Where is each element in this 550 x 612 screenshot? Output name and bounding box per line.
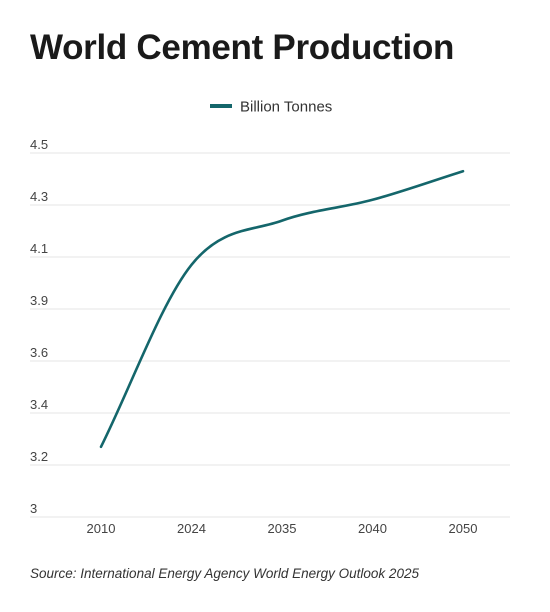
y-tick-label: 3 <box>30 501 37 516</box>
y-tick-label: 3.9 <box>30 293 48 308</box>
y-tick-label: 4.3 <box>30 189 48 204</box>
y-tick-label: 3.2 <box>30 449 48 464</box>
y-tick-label: 4.5 <box>30 137 48 152</box>
y-tick-label: 4.1 <box>30 241 48 256</box>
y-tick-label: 3.4 <box>30 397 48 412</box>
y-tick-label: 3.6 <box>30 345 48 360</box>
legend: Billion Tonnes <box>210 99 332 116</box>
x-axis-ticks: 2010 2024 2035 2040 2050 <box>87 521 478 536</box>
series-line-billion-tonnes <box>99 169 465 449</box>
data-point-2010 <box>100 446 103 449</box>
x-tick-label: 2010 <box>87 521 116 536</box>
data-point-2035 <box>281 219 284 222</box>
data-point-2050 <box>462 170 465 173</box>
y-axis-ticks: 4.5 4.3 4.1 3.9 3.6 3.4 3.2 3 <box>30 137 48 516</box>
data-point-2024 <box>190 264 193 267</box>
data-point-2040 <box>371 199 374 202</box>
x-tick-label: 2035 <box>268 521 297 536</box>
chart-title: World Cement Production <box>30 28 455 67</box>
x-tick-label: 2024 <box>177 521 206 536</box>
gridlines <box>30 152 510 518</box>
x-tick-label: 2040 <box>358 521 387 536</box>
source-note: Source: International Energy Agency Worl… <box>30 566 419 581</box>
x-tick-label: 2050 <box>449 521 478 536</box>
series-layer <box>99 169 465 449</box>
legend-label: Billion Tonnes <box>240 99 332 116</box>
